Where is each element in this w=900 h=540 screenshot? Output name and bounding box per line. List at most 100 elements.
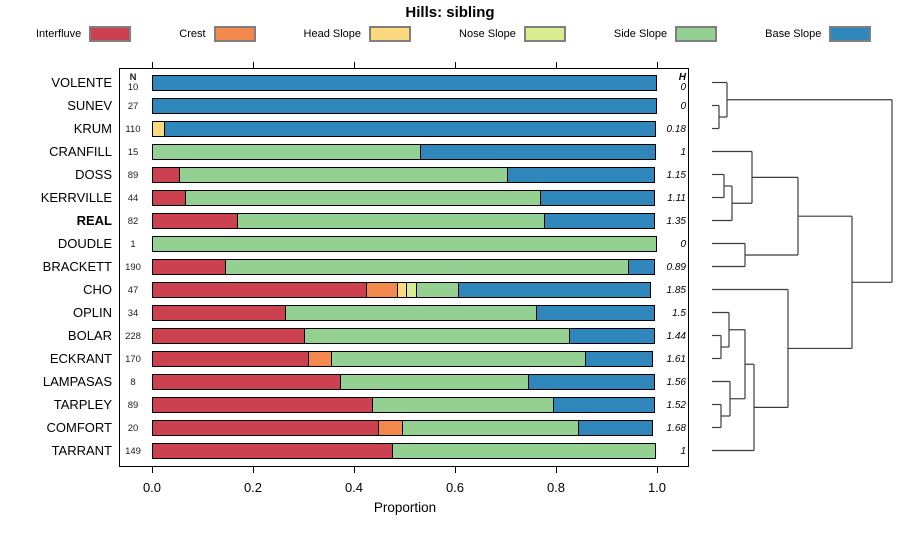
legend-label: Interfluve [36,28,82,40]
x-axis-tick-label: 0.0 [142,480,162,495]
x-axis-tick-label: 0.4 [344,480,364,495]
bar-segment [528,373,655,390]
bar-row [152,97,657,114]
legend-label: Nose Slope [459,28,516,40]
bar-segment [577,419,654,436]
chart-title: Hills: sibling [405,4,495,21]
x-axis-tick-label: 0.8 [546,480,566,495]
n-value: 89 [127,169,139,181]
h-value: 1 [680,445,686,457]
y-axis-label: DOUDLE [57,235,112,251]
n-value: 149 [125,445,141,457]
y-axis-label: OPLIN [72,304,112,320]
bar-row [152,120,656,137]
h-value: 0.89 [666,261,686,273]
legend-item: Side Slope [613,26,718,42]
x-axis-tick-label: 1.0 [647,480,667,495]
x-axis-tick [455,62,456,68]
y-axis-label: LAMPASAS [42,373,112,389]
y-axis-label: BOLAR [67,327,112,343]
bar-row [152,281,652,298]
legend-label: Side Slope [613,28,668,40]
legend-item: Base Slope [765,26,872,42]
bar-segment [152,97,657,114]
y-axis-label: TARPLEY [53,396,112,412]
x-axis-tick-label: 0.2 [243,480,263,495]
y-axis-label: KRUM [73,120,112,136]
n-value: 1 [130,238,136,250]
n-value: 34 [127,307,139,319]
bar-row [152,304,655,321]
y-axis-label: REAL [76,212,112,228]
h-value: 0 [680,100,686,112]
n-value: 27 [127,100,139,112]
bar-segment [152,235,657,252]
y-axis-label: BRACKETT [42,258,112,274]
legend-label: Crest [179,28,206,40]
bar-row [152,189,655,206]
n-value: 47 [127,284,139,296]
x-axis-tick [152,62,153,68]
x-axis-title: Proportion [373,500,437,515]
bar-row [152,212,655,229]
x-axis-tick [556,62,557,68]
h-value: 1.85 [666,284,686,296]
bar-segment [544,212,655,229]
legend-label: Head Slope [303,28,362,40]
y-axis-label: ECKRANT [49,350,112,366]
legend-item: Nose Slope [459,26,566,42]
x-axis-tick [354,467,355,473]
n-value: 44 [127,192,139,204]
n-value: 89 [127,399,139,411]
y-axis-label: KERRVILLE [40,189,112,205]
h-value: 1.44 [666,330,686,342]
x-axis-tick [455,467,456,473]
bar-row [152,235,657,252]
legend-swatch [523,26,566,42]
n-value: 110 [125,123,141,135]
x-axis-tick [152,467,153,473]
legend-item: Interfluve [36,26,132,42]
n-value: 82 [127,215,139,227]
h-value: 0.18 [666,123,686,135]
n-value: N 10 [127,71,139,93]
legend-item: Crest [179,26,256,42]
bar-segment [507,166,655,183]
h-value: 1.56 [666,376,686,388]
bar-segment [164,120,656,137]
h-column-header: H [678,71,686,83]
x-axis-tick [253,62,254,68]
bar-segment [585,350,654,367]
bar-segment [152,74,657,91]
y-axis-label: CHO [83,281,112,297]
bar-segment [569,327,655,344]
legend-item: Head Slope [304,26,412,42]
h-value: 1.61 [666,353,686,365]
bar-row [152,327,655,344]
x-axis-tick-label: 0.6 [445,480,465,495]
h-value: 0 [680,238,686,250]
legend-swatch [89,26,132,42]
n-value: 190 [125,261,141,273]
y-axis-label: VOLENTE [51,74,112,90]
x-axis-tick [657,62,658,68]
h-value: 1.5 [672,307,686,319]
h-value: 1 [680,146,686,158]
bar-segment [535,304,655,321]
x-axis-tick [657,467,658,473]
bar-row [152,396,655,413]
h-value: 1.35 [666,215,686,227]
bar-row [152,74,657,91]
h-value: 1.52 [666,399,686,411]
legend-swatch [675,26,718,42]
n-value: 8 [130,376,136,388]
x-axis-tick [253,467,254,473]
bar-row [152,442,656,459]
legend: Interfluve Crest Head Slope Nose Slope Side … [36,26,900,42]
n-value: 20 [127,422,139,434]
bar-segment [539,189,655,206]
bar-segment [627,258,655,275]
y-axis-label: CRANFILL [49,143,112,159]
